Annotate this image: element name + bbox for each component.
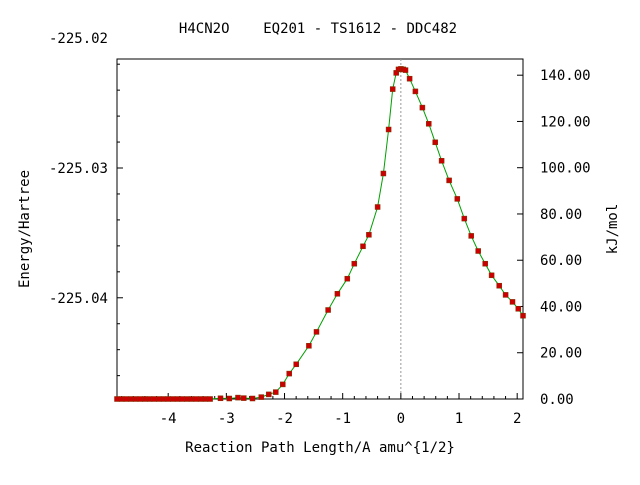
data-point-marker	[402, 67, 409, 73]
data-point-marker	[146, 396, 153, 402]
data-point-marker	[374, 204, 381, 210]
right-y-tick-label: 120.00	[540, 114, 591, 130]
data-point-marker	[406, 75, 413, 82]
right-y-tick-label: 20.00	[540, 346, 582, 362]
x-axis-ticks: -4 -3 -2 -1 0 1 2	[121, 393, 521, 427]
data-point-marker	[198, 396, 204, 402]
data-point-marker	[432, 139, 438, 146]
data-point-marker	[334, 291, 341, 297]
data-point-marker	[461, 215, 468, 222]
data-point-marker	[241, 395, 247, 401]
data-point-marker	[488, 272, 495, 279]
data-point-marker	[258, 394, 265, 400]
data-point-marker	[174, 396, 181, 402]
data-point-marker	[360, 243, 366, 250]
x-tick-label: 0	[397, 411, 405, 427]
data-point-marker	[249, 395, 256, 402]
data-point-marker	[419, 104, 426, 111]
data-point-marker	[412, 88, 419, 95]
x-axis-label: Reaction Path Length/A amu^{1/2}	[185, 440, 455, 456]
x-tick-label: -2	[276, 411, 293, 427]
data-point-marker	[306, 343, 312, 349]
data-point-marker	[325, 307, 331, 313]
data-point-marker	[193, 396, 199, 402]
data-point-marker	[128, 396, 134, 402]
data-point-marker	[123, 396, 130, 402]
data-point-marker	[142, 396, 148, 402]
plot-frame	[116, 58, 524, 400]
data-point-marker	[156, 396, 162, 402]
left-y-tick-label: -225.03	[49, 161, 108, 177]
x-tick-label: -3	[218, 411, 235, 427]
data-point-marker	[454, 196, 461, 202]
data-point-markers	[114, 66, 526, 402]
data-point-marker	[475, 248, 481, 254]
data-point-marker	[114, 396, 120, 402]
data-point-marker	[380, 170, 387, 177]
right-y-axis-label: kJ/mol	[605, 204, 621, 255]
data-point-marker	[496, 282, 502, 289]
data-point-marker	[132, 396, 139, 402]
x-tick-label: 1	[455, 411, 463, 427]
data-point-marker	[184, 396, 190, 402]
data-point-marker	[170, 396, 176, 402]
chart-title: H4CN2O EQ201 - TS1612 - DDC482	[179, 21, 457, 37]
data-point-marker	[520, 312, 526, 319]
data-point-marker	[509, 299, 516, 305]
data-point-marker	[179, 396, 185, 402]
data-point-marker	[266, 391, 272, 398]
energy-curve	[117, 68, 524, 400]
right-y-tick-label: 80.00	[540, 207, 582, 223]
data-point-marker	[226, 395, 233, 402]
data-point-marker	[217, 395, 224, 402]
data-point-marker	[188, 396, 195, 402]
energy-curve-group	[117, 68, 524, 400]
data-point-marker	[468, 233, 474, 239]
data-point-marker	[366, 232, 372, 238]
data-point-marker	[280, 381, 286, 388]
right-y-axis-ticks: 0.00 20.00 40.00 60.00 80.00 100.00 120.00 140.…	[517, 68, 591, 408]
left-y-tick-label: -225.02	[49, 31, 108, 47]
data-point-marker	[502, 292, 509, 298]
data-point-marker	[286, 370, 292, 377]
data-point-marker	[207, 396, 213, 402]
data-point-marker	[426, 121, 432, 127]
x-tick-label: -1	[334, 411, 351, 427]
left-y-axis-label: Energy/Hartree	[17, 170, 33, 288]
right-y-tick-label: 140.00	[540, 68, 591, 84]
data-point-marker	[385, 126, 392, 133]
data-point-marker	[438, 158, 445, 164]
right-y-tick-label: 100.00	[540, 161, 591, 177]
data-point-marker	[151, 396, 157, 402]
left-y-axis-ticks: -225.00-225.01-225.02-225.03-225.04	[49, 31, 123, 377]
data-point-marker	[137, 396, 144, 402]
data-point-marker	[389, 86, 396, 92]
data-point-marker	[482, 260, 488, 267]
data-point-marker	[446, 177, 452, 184]
data-point-marker	[165, 396, 171, 402]
right-y-tick-label: 60.00	[540, 253, 582, 269]
data-point-marker	[293, 361, 299, 368]
data-point-marker	[344, 275, 351, 282]
data-point-marker	[351, 260, 358, 267]
left-y-tick-label: -225.04	[49, 291, 108, 307]
right-y-tick-label: 0.00	[540, 392, 574, 408]
right-y-tick-label: 40.00	[540, 299, 582, 315]
data-point-marker	[202, 396, 209, 402]
data-point-marker	[273, 389, 279, 395]
x-tick-label: 2	[513, 411, 521, 427]
data-point-marker	[235, 394, 241, 401]
x-tick-label: -4	[160, 411, 177, 427]
data-point-marker	[118, 396, 125, 402]
data-point-marker	[160, 396, 167, 402]
data-point-marker	[313, 329, 320, 335]
data-point-marker	[515, 306, 522, 312]
